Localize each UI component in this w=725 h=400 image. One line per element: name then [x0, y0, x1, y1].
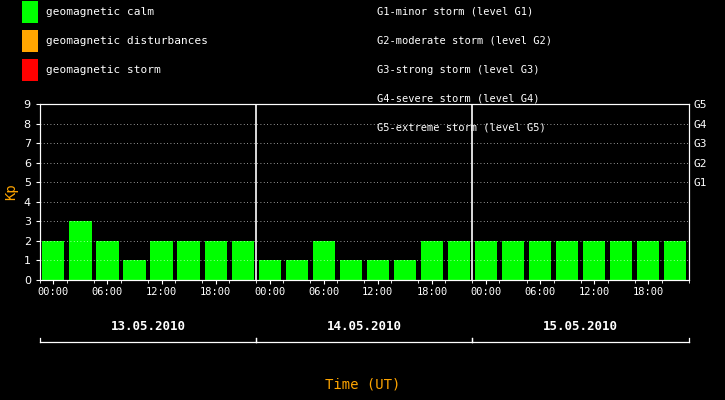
- Bar: [42, 241, 65, 280]
- Bar: [529, 241, 551, 280]
- Text: G1-minor storm (level G1): G1-minor storm (level G1): [377, 7, 534, 17]
- Bar: [394, 260, 416, 280]
- Text: geomagnetic calm: geomagnetic calm: [46, 7, 154, 17]
- Bar: [70, 221, 91, 280]
- Bar: [178, 241, 199, 280]
- Bar: [96, 241, 119, 280]
- Bar: [123, 260, 146, 280]
- Bar: [340, 260, 362, 280]
- Bar: [367, 260, 389, 280]
- Bar: [231, 241, 254, 280]
- Text: G5-extreme storm (level G5): G5-extreme storm (level G5): [377, 122, 546, 132]
- Bar: [637, 241, 659, 280]
- Bar: [204, 241, 227, 280]
- Bar: [448, 241, 470, 280]
- Y-axis label: Kp: Kp: [4, 184, 18, 200]
- Bar: [610, 241, 632, 280]
- Text: G4-severe storm (level G4): G4-severe storm (level G4): [377, 93, 539, 103]
- Text: 15.05.2010: 15.05.2010: [543, 320, 618, 332]
- Text: G2-moderate storm (level G2): G2-moderate storm (level G2): [377, 36, 552, 46]
- Text: G3-strong storm (level G3): G3-strong storm (level G3): [377, 65, 539, 74]
- Bar: [312, 241, 335, 280]
- Text: 13.05.2010: 13.05.2010: [110, 320, 186, 332]
- Bar: [583, 241, 605, 280]
- Bar: [502, 241, 524, 280]
- Bar: [556, 241, 578, 280]
- Text: geomagnetic storm: geomagnetic storm: [46, 65, 161, 74]
- Text: geomagnetic disturbances: geomagnetic disturbances: [46, 36, 208, 46]
- Bar: [259, 260, 281, 280]
- Text: Time (UT): Time (UT): [325, 377, 400, 391]
- Bar: [286, 260, 308, 280]
- Bar: [475, 241, 497, 280]
- Bar: [420, 241, 443, 280]
- Text: 14.05.2010: 14.05.2010: [327, 320, 402, 332]
- Bar: [664, 241, 687, 280]
- Bar: [151, 241, 173, 280]
